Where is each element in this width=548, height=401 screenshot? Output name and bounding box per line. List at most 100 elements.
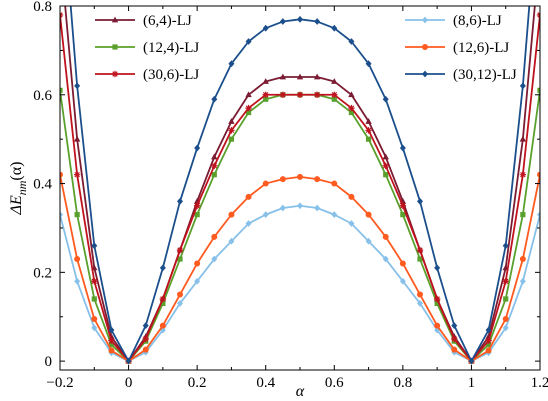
- data-point: [211, 255, 218, 263]
- data-point: [331, 96, 337, 102]
- data-point: [159, 264, 166, 272]
- data-point: [434, 264, 441, 272]
- data-point: [382, 162, 389, 170]
- data-point: [348, 109, 355, 116]
- data-point: [485, 342, 492, 348]
- data-point: [211, 233, 218, 240]
- data-point: [74, 82, 81, 90]
- data-point: [262, 91, 269, 98]
- x-tick-label: 0.6: [325, 375, 344, 391]
- data-point: [451, 335, 458, 343]
- data-point: [177, 300, 183, 307]
- data-point: [262, 180, 269, 187]
- data-point: [73, 135, 81, 142]
- data-point: [313, 73, 321, 80]
- x-tick-label: 0.4: [256, 375, 275, 391]
- x-tick-label: 0.8: [393, 375, 412, 391]
- data-point: [228, 136, 235, 142]
- data-point: [262, 78, 269, 84]
- data-point: [228, 118, 235, 124]
- y-tick-label: 0.4: [33, 177, 52, 193]
- data-point: [417, 300, 423, 307]
- legend-label: (12,4)-LJ: [143, 40, 199, 56]
- data-point: [485, 337, 492, 344]
- data-point: [194, 144, 201, 152]
- data-point: [314, 176, 321, 183]
- data-point: [348, 193, 355, 200]
- axes: −0.2 0 0.2 0.4 0.6 0.8 1 1.2 0 0.2 0.4 0.6 0.8 α ΔEnm(…: [8, 0, 548, 400]
- plot-frame: [59, 5, 541, 371]
- data-point: [177, 256, 183, 262]
- data-point: [365, 211, 372, 218]
- data-point: [108, 342, 115, 348]
- data-point: [245, 220, 252, 227]
- data-point: [159, 295, 167, 303]
- legend: (6,4)-LJ (12,4)-LJ (30,6)-LJ (8,6)-LJ (12,6)…: [95, 13, 517, 83]
- data-point: [485, 326, 492, 334]
- data-point: [296, 73, 304, 80]
- data-point: [228, 237, 235, 245]
- data-point: [262, 24, 269, 32]
- data-point: [417, 197, 423, 205]
- legend-marker: [112, 44, 118, 50]
- data-point: [279, 176, 286, 183]
- data-point: [503, 296, 509, 302]
- data-point: [416, 246, 424, 254]
- data-point: [176, 246, 184, 254]
- data-point: [468, 357, 475, 365]
- series-line-3: [60, 204, 540, 363]
- legend-label: (30,6)-LJ: [143, 67, 199, 83]
- data-point: [382, 153, 389, 160]
- data-point: [400, 212, 406, 218]
- data-point: [331, 211, 338, 219]
- data-point: [451, 346, 458, 353]
- data-point: [348, 104, 355, 112]
- data-point: [451, 322, 458, 330]
- data-point: [331, 91, 338, 98]
- data-point: [519, 135, 527, 142]
- data-point: [91, 242, 98, 250]
- data-point: [382, 95, 389, 103]
- data-point: [91, 315, 98, 322]
- data-point: [193, 202, 201, 209]
- y-tick-label: 0.8: [33, 0, 52, 15]
- data-point: [383, 172, 389, 178]
- data-point: [159, 322, 166, 329]
- legend-label: (6,4)-LJ: [143, 13, 192, 29]
- data-point: [365, 127, 372, 134]
- data-point: [297, 202, 303, 210]
- data-point: [262, 211, 269, 219]
- data-point: [331, 180, 338, 187]
- data-point: [417, 291, 423, 298]
- legend-marker: [422, 16, 428, 24]
- data-point: [313, 91, 321, 98]
- data-point: [399, 277, 406, 285]
- data-point: [502, 324, 509, 332]
- legend-label: (30,12)-LJ: [453, 67, 517, 83]
- data-point: [417, 256, 423, 262]
- data-point: [60, 171, 63, 178]
- data-point: [399, 144, 406, 152]
- data-point: [194, 260, 201, 267]
- data-point: [279, 18, 286, 25]
- data-point: [160, 300, 166, 307]
- x-axis-title: α: [296, 383, 305, 400]
- data-point: [211, 162, 218, 170]
- data-point: [125, 357, 132, 365]
- data-point: [279, 204, 286, 212]
- legend-marker: [422, 70, 428, 78]
- data-point: [399, 202, 407, 209]
- data-point: [433, 295, 441, 303]
- data-point: [245, 91, 252, 98]
- data-point: [91, 296, 97, 302]
- data-point: [108, 326, 115, 334]
- data-point: [537, 87, 540, 93]
- data-point: [228, 127, 235, 134]
- data-point: [74, 212, 80, 218]
- y-tick-label: 0.2: [33, 265, 52, 281]
- data-point: [297, 173, 303, 180]
- data-point: [365, 118, 372, 124]
- data-point: [194, 212, 200, 218]
- y-axis-title: ΔEnm(α): [8, 162, 29, 216]
- data-point: [228, 211, 235, 218]
